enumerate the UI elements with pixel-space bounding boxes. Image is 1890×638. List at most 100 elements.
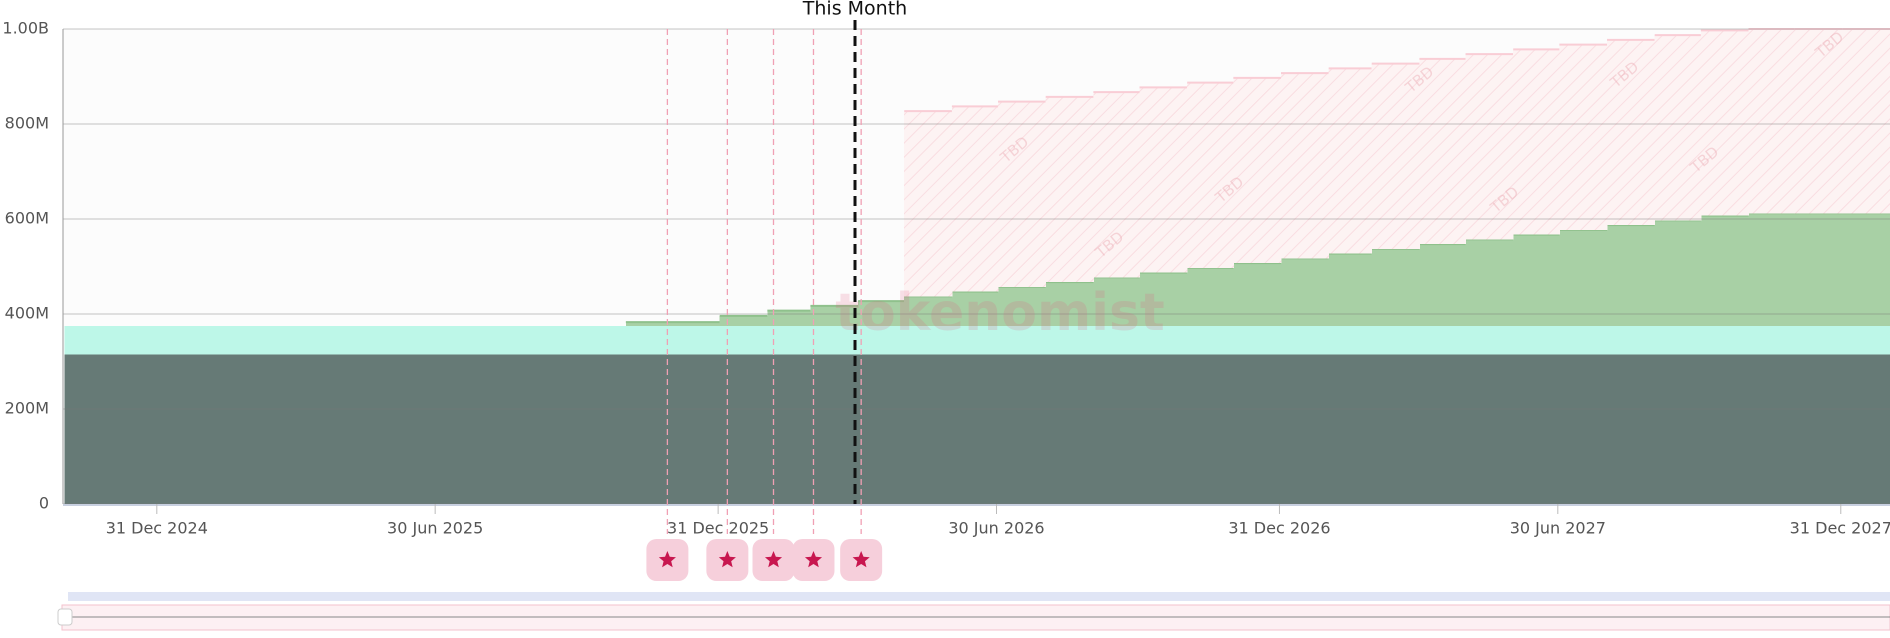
area-step	[810, 305, 859, 326]
area-step	[767, 310, 811, 326]
area-step	[904, 111, 953, 297]
area-step	[1465, 239, 1514, 326]
area-step	[625, 354, 673, 504]
area-step	[1654, 325, 1702, 355]
area-step	[1233, 354, 1282, 504]
area-step	[1794, 29, 1843, 214]
area-step	[206, 325, 250, 355]
area-step	[1093, 325, 1141, 355]
area-step	[296, 354, 344, 504]
area-step	[1419, 58, 1467, 245]
area-step	[1513, 325, 1560, 355]
area-step	[719, 315, 768, 326]
area-step	[1607, 39, 1656, 226]
area-step	[110, 325, 159, 355]
area-step	[1513, 234, 1560, 326]
area-step	[1045, 354, 1094, 504]
area-step	[1700, 354, 1750, 504]
area-step	[436, 354, 485, 504]
area-step	[1328, 325, 1373, 355]
area-step	[1559, 44, 1608, 230]
area-step	[1045, 96, 1094, 283]
area-step	[1371, 325, 1420, 355]
area-step	[158, 354, 207, 504]
event-star	[804, 551, 823, 568]
area-step	[1139, 272, 1188, 326]
area-step	[767, 354, 811, 504]
area-step	[296, 325, 344, 355]
area-step	[1139, 87, 1188, 273]
area-step	[1419, 244, 1467, 326]
area-step	[998, 101, 1047, 287]
area-step	[64, 325, 112, 355]
area-step	[578, 325, 627, 355]
area-step	[64, 354, 112, 504]
area-step	[1187, 354, 1234, 504]
area-step	[1700, 215, 1750, 326]
area-step	[484, 325, 533, 355]
area-step	[1281, 325, 1330, 355]
area-step	[1419, 325, 1467, 355]
area-step	[1465, 54, 1514, 240]
area-step	[1093, 354, 1141, 504]
area-step	[484, 354, 533, 504]
event-star	[718, 551, 736, 568]
area-step	[342, 354, 392, 504]
area-step	[1045, 325, 1094, 355]
y-tick-label: 0	[39, 494, 49, 513]
navigator-handle-bar[interactable]	[68, 592, 1890, 601]
area-step	[1187, 325, 1234, 355]
area-step	[858, 325, 905, 355]
area-step	[904, 325, 953, 355]
area-step	[1187, 82, 1234, 268]
area-step	[1794, 213, 1843, 326]
area-step	[1233, 263, 1282, 326]
x-tick-label: 31 Dec 2026	[1228, 519, 1330, 538]
area-step	[1700, 325, 1750, 355]
area-step	[249, 354, 298, 504]
area-step	[904, 296, 953, 326]
event-star	[658, 551, 676, 568]
area-step	[998, 286, 1047, 326]
y-tick-label: 400M	[5, 304, 49, 323]
area-step	[1233, 325, 1282, 355]
area-step	[951, 291, 999, 326]
area-step	[1465, 325, 1514, 355]
navigator-left-grip[interactable]	[57, 608, 73, 626]
area-step	[1281, 73, 1330, 259]
area-step	[1842, 325, 1890, 355]
area-step	[1513, 49, 1560, 235]
area-step	[1419, 354, 1467, 504]
watermark: tokenomist	[835, 283, 1165, 343]
y-tick-label: 600M	[5, 209, 49, 228]
area-step	[1654, 35, 1702, 221]
area-step	[998, 354, 1047, 504]
area-step	[1513, 354, 1560, 504]
area-step	[672, 322, 721, 326]
area-step	[1187, 267, 1234, 326]
area-step	[1371, 354, 1420, 504]
area-step	[1328, 253, 1373, 326]
x-tick-label: 30 Jun 2026	[948, 519, 1044, 538]
area-step	[998, 325, 1047, 355]
x-tick-label: 31 Dec 2027	[1790, 519, 1890, 538]
area-step	[1842, 354, 1890, 504]
area-step	[1842, 29, 1890, 214]
area-step	[1842, 213, 1890, 326]
area-step	[390, 325, 438, 355]
area-step	[1371, 248, 1420, 326]
y-tick-label: 200M	[5, 399, 49, 418]
area-step	[1607, 325, 1656, 355]
area-step	[1233, 77, 1282, 264]
area-step	[1748, 213, 1796, 326]
area-step	[1748, 325, 1796, 355]
area-step	[1045, 282, 1094, 326]
area-step	[1139, 325, 1188, 355]
event-star	[764, 551, 783, 568]
area-step	[625, 322, 673, 326]
area-step	[1281, 258, 1330, 326]
x-tick-label: 31 Dec 2025	[667, 519, 769, 538]
x-tick-label: 31 Dec 2024	[106, 519, 208, 538]
x-tick-label: 30 Jun 2025	[387, 519, 483, 538]
area-step	[951, 354, 999, 504]
